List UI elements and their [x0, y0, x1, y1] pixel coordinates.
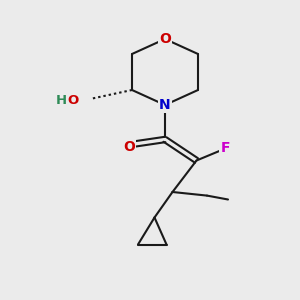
- Text: F: F: [220, 142, 230, 155]
- Text: O: O: [123, 140, 135, 154]
- Text: O: O: [68, 94, 79, 107]
- Text: O: O: [159, 32, 171, 46]
- Text: N: N: [159, 98, 171, 112]
- Text: H: H: [56, 94, 67, 107]
